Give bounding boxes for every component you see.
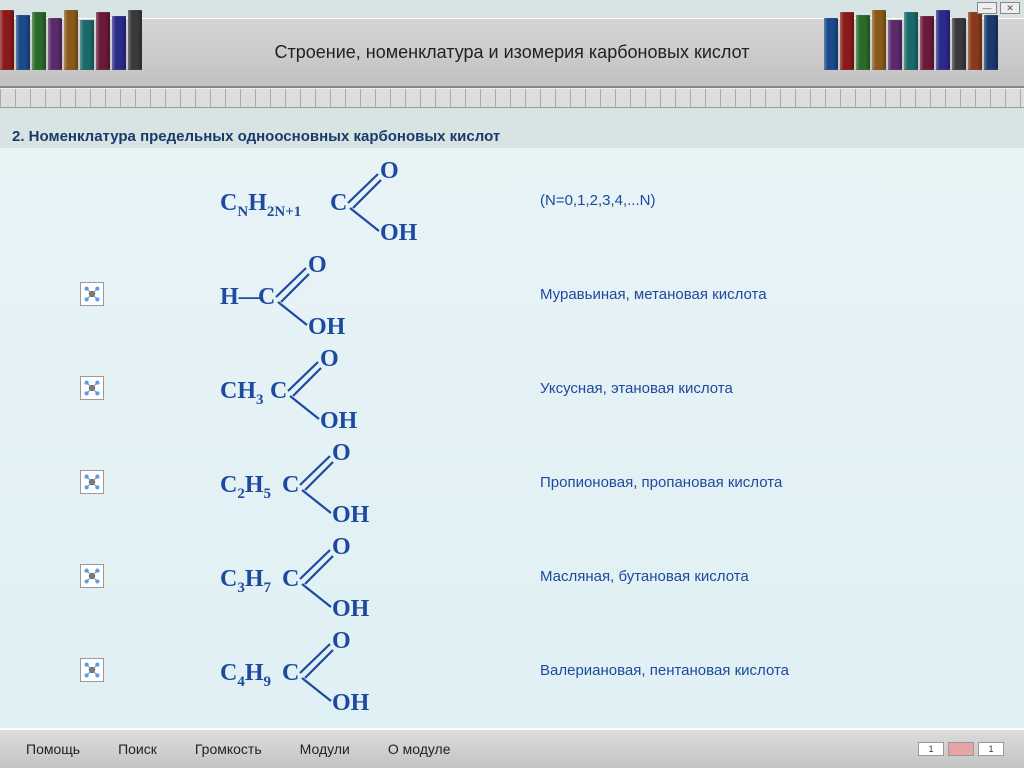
page-total: 1 bbox=[978, 742, 1004, 756]
minimize-button[interactable]: — bbox=[977, 2, 997, 14]
book-spine bbox=[32, 12, 46, 70]
book-spine bbox=[904, 12, 918, 70]
structural-formula: CH3 C O OH bbox=[220, 346, 450, 436]
close-button[interactable]: ✕ bbox=[1000, 2, 1020, 14]
book-spine bbox=[920, 16, 934, 70]
page-title: Строение, номенклатура и изомерия карбон… bbox=[275, 42, 750, 63]
bond-lines bbox=[274, 262, 314, 332]
alkyl-prefix: CH3 bbox=[220, 378, 264, 409]
carbon-atom: C bbox=[282, 660, 299, 687]
carbon-atom: C bbox=[282, 566, 299, 593]
modules-button[interactable]: Модули bbox=[294, 737, 356, 761]
book-spine bbox=[0, 10, 14, 70]
structural-formula: H— C O OH bbox=[220, 252, 450, 342]
book-spine bbox=[64, 10, 78, 70]
acid-name-label: Валериановая, пентановая кислота bbox=[540, 662, 789, 679]
molecule-3d-icon[interactable] bbox=[80, 282, 104, 306]
acid-name-label: Муравьиная, метановая кислота bbox=[540, 286, 767, 303]
carbon-atom: C bbox=[270, 378, 287, 405]
content-area: CNH2N+1 C O OH (N=0,1,2,3,4,...N) H— C O… bbox=[0, 148, 1024, 728]
book-spine bbox=[824, 18, 838, 70]
acid-row: CH3 C O OH Уксусная, этановая кислота bbox=[220, 346, 964, 436]
bond-lines bbox=[346, 168, 386, 238]
book-spine bbox=[856, 15, 870, 70]
structural-formula: C2H5 C O OH bbox=[220, 440, 450, 530]
acid-row: H— C O OH Муравьиная, метановая кислота bbox=[220, 252, 964, 342]
book-spine bbox=[128, 10, 142, 70]
acid-name-label: Пропионовая, пропановая кислота bbox=[540, 474, 782, 491]
molecule-3d-icon[interactable] bbox=[80, 376, 104, 400]
bond-lines bbox=[298, 450, 338, 520]
help-button[interactable]: Помощь bbox=[20, 737, 86, 761]
search-button[interactable]: Поиск bbox=[112, 737, 163, 761]
page-current: 1 bbox=[918, 742, 944, 756]
alkyl-prefix: CNH2N+1 bbox=[220, 190, 301, 221]
structural-formula: C4H9 C O OH bbox=[220, 628, 450, 718]
book-spine bbox=[80, 20, 94, 70]
book-spine bbox=[984, 15, 998, 70]
book-spine bbox=[16, 15, 30, 70]
bond-lines bbox=[298, 544, 338, 614]
volume-button[interactable]: Громкость bbox=[189, 737, 268, 761]
carbon-atom: C bbox=[330, 190, 347, 217]
molecule-3d-icon[interactable] bbox=[80, 564, 104, 588]
alkyl-prefix: C2H5 bbox=[220, 472, 271, 503]
carbon-atom: C bbox=[282, 472, 299, 499]
acid-name-label: (N=0,1,2,3,4,...N) bbox=[540, 192, 655, 209]
alkyl-prefix: H— bbox=[220, 284, 263, 311]
carbon-atom: C bbox=[258, 284, 275, 311]
book-spine bbox=[952, 18, 966, 70]
acid-row: CNH2N+1 C O OH (N=0,1,2,3,4,...N) bbox=[220, 158, 964, 248]
structural-formula: CNH2N+1 C O OH bbox=[220, 158, 450, 248]
acid-name-label: Уксусная, этановая кислота bbox=[540, 380, 733, 397]
window-controls: — ✕ bbox=[977, 2, 1020, 14]
alkyl-prefix: C4H9 bbox=[220, 660, 271, 691]
ruler-decoration bbox=[0, 88, 1024, 108]
books-left bbox=[0, 0, 160, 70]
book-spine bbox=[888, 20, 902, 70]
book-spine bbox=[936, 10, 950, 70]
acid-name-label: Масляная, бутановая кислота bbox=[540, 568, 749, 585]
molecule-3d-icon[interactable] bbox=[80, 658, 104, 682]
bond-lines bbox=[298, 638, 338, 708]
book-spine bbox=[112, 16, 126, 70]
structural-formula: C3H7 C O OH bbox=[220, 534, 450, 624]
book-spine bbox=[840, 12, 854, 70]
about-module-button[interactable]: О модуле bbox=[382, 737, 457, 761]
page-indicator: 1 1 bbox=[918, 742, 1004, 756]
book-spine bbox=[968, 12, 982, 70]
bond-lines bbox=[286, 356, 326, 426]
acid-row: C4H9 C O OH Валериановая, пентановая кис… bbox=[220, 628, 964, 718]
book-spine bbox=[48, 18, 62, 70]
acid-row: C3H7 C O OH Масляная, бутановая кислота bbox=[220, 534, 964, 624]
acid-row: C2H5 C O OH Пропионовая, пропановая кисл… bbox=[220, 440, 964, 530]
bottom-bar: Помощь Поиск Громкость Модули О модуле 1… bbox=[0, 728, 1024, 768]
book-spine bbox=[96, 12, 110, 70]
alkyl-prefix: C3H7 bbox=[220, 566, 271, 597]
section-subtitle: 2. Номенклатура предельных одноосновных … bbox=[0, 122, 1024, 151]
page-progress bbox=[948, 742, 974, 756]
book-spine bbox=[872, 10, 886, 70]
molecule-3d-icon[interactable] bbox=[80, 470, 104, 494]
